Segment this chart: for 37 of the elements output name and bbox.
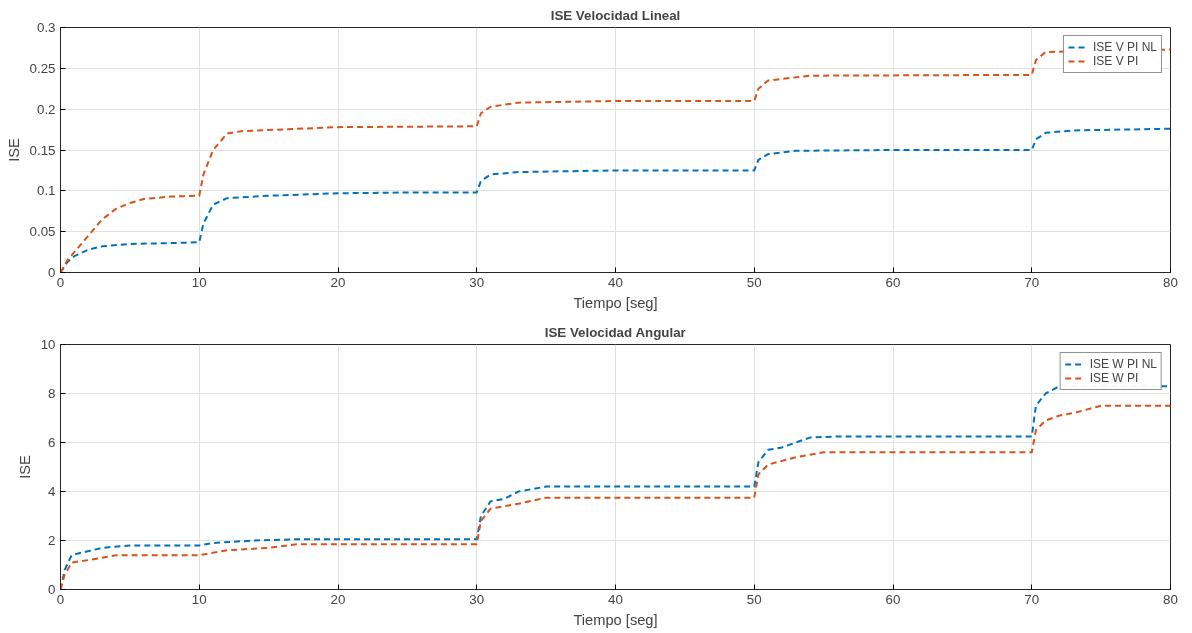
x-tick-label: 30 <box>469 591 485 607</box>
x-axis-title: Tiempo [seg] <box>573 294 658 311</box>
x-tick-label: 20 <box>330 591 346 607</box>
x-tick-label: 70 <box>1024 591 1040 607</box>
x-tick-label: 60 <box>885 591 901 607</box>
y-tick-label: 0.3 <box>36 20 56 35</box>
y-tick-label: 0.1 <box>36 183 56 199</box>
x-tick-label: 10 <box>191 274 207 290</box>
y-tick-label: 10 <box>40 337 56 352</box>
x-tick-label: 10 <box>191 591 207 607</box>
legend-label: ISE W PI <box>1089 371 1139 385</box>
x-tick-label: 40 <box>608 591 623 607</box>
x-tick-label: 80 <box>1163 591 1178 607</box>
y-tick-label: 4 <box>48 484 57 499</box>
x-tick-label: 30 <box>469 274 485 290</box>
y-tick-label: 0.2 <box>36 101 56 117</box>
y-tick-label: 0.05 <box>29 224 56 240</box>
x-tick-label: 40 <box>608 274 623 290</box>
legend-label: ISE W PI NL <box>1089 357 1157 371</box>
x-tick-label: 80 <box>1163 274 1178 290</box>
x-tick-label: 50 <box>746 591 762 607</box>
y-axis-title: ISE <box>16 454 33 479</box>
chart-title: ISE Velocidad Angular <box>544 324 686 340</box>
chart-title: ISE Velocidad Lineal <box>550 7 681 23</box>
x-tick-label: 70 <box>1024 274 1040 290</box>
y-tick-label: 2 <box>48 533 56 548</box>
x-tick-label: 60 <box>885 274 901 290</box>
y-tick-label: 8 <box>48 386 56 401</box>
x-axis-title: Tiempo [seg] <box>573 611 658 628</box>
x-tick-label: 50 <box>746 274 762 290</box>
y-axis-title: ISE <box>5 137 22 162</box>
y-tick-label: 6 <box>48 435 56 450</box>
y-tick-label: 0.15 <box>29 142 56 158</box>
x-tick-label: 20 <box>330 274 346 290</box>
y-tick-label: 0.25 <box>29 60 56 76</box>
legend-label: ISE V PI <box>1092 54 1139 68</box>
legend-label: ISE V PI NL <box>1092 40 1157 54</box>
